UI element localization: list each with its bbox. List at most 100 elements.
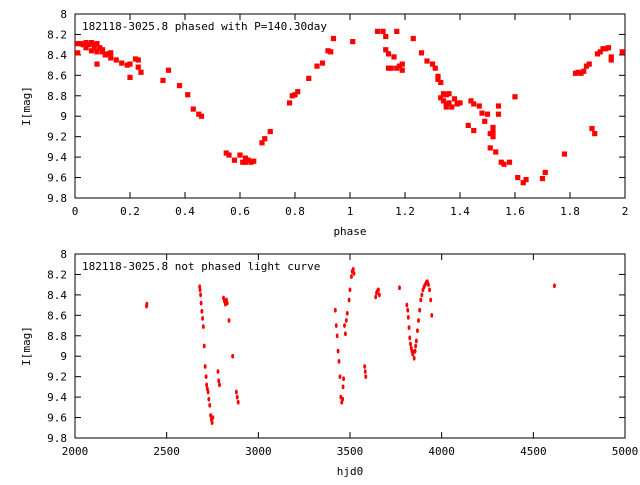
data-point (124, 62, 130, 68)
data-point (127, 61, 133, 67)
data-point (376, 287, 380, 293)
data-point (479, 110, 485, 116)
unphased-ytick-label: 8.2 (47, 268, 67, 281)
data-point (575, 69, 581, 75)
data-point (218, 382, 221, 388)
data-point (88, 40, 95, 46)
data-point (262, 136, 268, 142)
data-point (319, 60, 326, 66)
data-point (345, 310, 349, 316)
data-point (427, 282, 430, 288)
data-point (490, 134, 496, 140)
data-point (334, 323, 338, 328)
data-point (454, 101, 460, 107)
data-point (208, 402, 212, 408)
data-point (515, 174, 521, 181)
data-point (223, 150, 229, 156)
phased-xtick-label: 2 (622, 205, 629, 218)
data-point (138, 69, 144, 75)
data-point (251, 158, 257, 164)
phased-ytick-label: 9.8 (47, 192, 67, 205)
phased-ytick-label: 8 (60, 8, 67, 21)
unphased-ytick-label: 8.6 (47, 309, 67, 322)
data-point (328, 49, 334, 55)
data-point (417, 318, 421, 323)
data-point (80, 42, 86, 48)
data-point (592, 131, 598, 137)
data-point (428, 287, 432, 293)
data-point (364, 374, 368, 380)
data-point (210, 420, 214, 426)
data-point (341, 384, 345, 390)
data-point (204, 374, 208, 380)
data-point (207, 396, 211, 402)
data-point (330, 35, 337, 42)
phased-ytick-label: 8.8 (47, 90, 67, 103)
data-point (225, 300, 229, 306)
phased-xtick-label: 1 (347, 205, 354, 218)
data-point (487, 145, 493, 151)
data-point (600, 46, 606, 52)
data-point (75, 41, 81, 47)
data-point (440, 98, 447, 104)
data-point (145, 301, 149, 307)
data-point (113, 57, 119, 63)
data-point (91, 46, 97, 52)
phased-points (75, 28, 625, 186)
data-point (597, 49, 603, 55)
data-point (342, 376, 346, 382)
data-point (471, 101, 477, 107)
data-point (119, 60, 125, 66)
data-point (385, 51, 392, 57)
data-point (94, 41, 100, 47)
data-point (438, 79, 444, 86)
phased-xtick-label: 0.8 (285, 205, 305, 218)
data-point (394, 65, 400, 71)
data-point (416, 328, 419, 334)
unphased-ytick-label: 9.6 (47, 412, 67, 425)
data-point (457, 100, 463, 106)
data-point (542, 169, 548, 176)
data-point (88, 48, 95, 54)
phased-xtick-label: 1.8 (560, 205, 580, 218)
data-point (443, 104, 449, 110)
data-point (586, 61, 592, 67)
phased-ytick-label: 8.2 (47, 28, 67, 41)
data-point (429, 61, 436, 67)
data-point (443, 92, 449, 98)
phased-ytick-label: 8.4 (47, 49, 67, 62)
phased-xtick-label: 1.2 (395, 205, 415, 218)
phased-xtick-label: 1.6 (505, 205, 525, 218)
data-point (102, 52, 108, 58)
unphased-points (145, 266, 556, 426)
unphased-xtick-label: 3500 (337, 445, 364, 458)
data-point (398, 285, 401, 291)
unphased-plot-frame (74, 253, 626, 439)
data-point (420, 292, 424, 298)
phased-ytick-label: 9.2 (47, 131, 67, 144)
data-point (409, 341, 412, 347)
data-point (127, 74, 133, 80)
data-point (583, 63, 590, 69)
data-point (97, 45, 103, 51)
data-point (348, 287, 352, 293)
unphased-ytick-label: 9 (60, 350, 67, 363)
data-point (394, 28, 400, 34)
data-point (410, 35, 416, 42)
data-point (594, 51, 601, 57)
data-point (295, 89, 301, 95)
data-point (292, 92, 298, 98)
data-point (539, 175, 546, 182)
data-point (336, 348, 340, 354)
data-point (380, 28, 386, 34)
data-point (424, 58, 430, 64)
data-point (523, 177, 529, 183)
phased-xtick-label: 1.4 (450, 205, 470, 218)
data-point (412, 355, 416, 361)
data-point (231, 157, 238, 163)
data-point (414, 343, 418, 349)
data-point (132, 56, 139, 62)
data-point (495, 111, 502, 117)
data-point (314, 63, 320, 69)
